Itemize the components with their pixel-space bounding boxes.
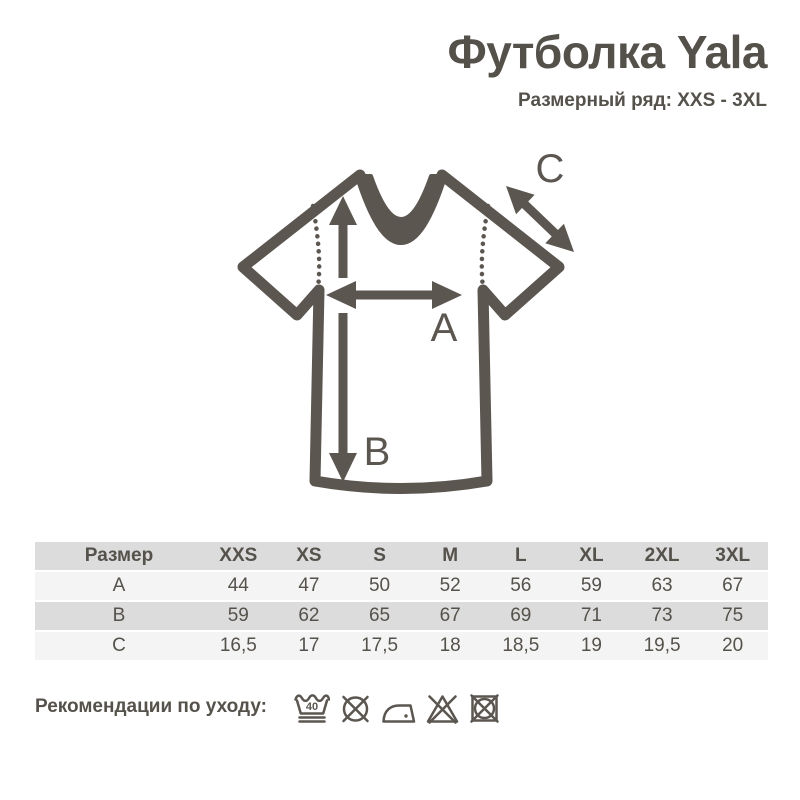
care-icons: 40 [293, 690, 500, 724]
cell-a-xl: 59 [580, 575, 602, 596]
diagram-label-c: C [536, 147, 565, 191]
cell-a-3xl: 67 [722, 575, 744, 596]
cell-c-xs: 17 [298, 635, 320, 656]
col-header-2xl: 2XL [644, 545, 680, 566]
cell-b-xxs: 59 [227, 605, 249, 626]
cell-b-s: 65 [368, 605, 391, 626]
col-header-xl: XL [579, 545, 604, 566]
cell-b-m: 67 [439, 605, 461, 626]
sleeve-arrow [506, 186, 574, 252]
cell-a-s: 50 [368, 575, 391, 596]
seam-dotted-left [310, 203, 322, 291]
size-table-header-row: Размер XXS XS S M L XL 2XL 3XL [35, 542, 768, 570]
size-table: Размер XXS XS S M L XL 2XL 3XL A 44 47 5… [35, 542, 768, 662]
size-range-subtitle: Размерный ряд: XXS - 3XL [518, 90, 767, 112]
tshirt-measurement-diagram: A B C [237, 147, 574, 494]
header: Футболка Yala Размерный ряд: XXS - 3XL [448, 28, 768, 112]
col-header-m: M [442, 545, 459, 566]
col-header-3xl: 3XL [715, 545, 751, 566]
cell-b-l: 69 [510, 605, 532, 626]
row-label: B [112, 605, 126, 626]
care-instructions: Рекомендации по уходу: 40 [35, 690, 500, 724]
cell-a-m: 52 [439, 575, 461, 596]
wash-40-very-gentle-icon: 40 [294, 694, 330, 723]
cell-c-s: 17,5 [361, 635, 399, 656]
row-label: C [112, 635, 126, 656]
diagram-label-b: B [364, 430, 391, 474]
cell-c-2xl: 19,5 [643, 635, 681, 656]
table-row-b: B 59 62 65 67 69 71 73 75 [35, 602, 768, 630]
row-label: A [112, 575, 126, 596]
page-title: Футболка Yala [447, 26, 768, 78]
diagram-label-a: A [431, 306, 458, 350]
cell-b-xs: 62 [298, 605, 320, 626]
col-header-l: L [515, 545, 527, 566]
cell-c-m: 18 [439, 635, 461, 656]
col-header-xs: XS [296, 545, 322, 566]
seam-dotted-right [479, 203, 491, 291]
iron-low-temp-icon [382, 704, 416, 723]
care-label: Рекомендации по уходу: [35, 696, 267, 717]
col-header-size: Размер [84, 545, 154, 566]
cell-b-2xl: 73 [651, 605, 673, 626]
cell-c-3xl: 20 [722, 635, 744, 656]
cell-b-xl: 71 [580, 605, 602, 626]
cell-a-xxs: 44 [227, 575, 249, 596]
wash-temp-value: 40 [306, 701, 318, 713]
cell-c-xxs: 16,5 [219, 635, 257, 656]
cell-c-xl: 19 [580, 635, 602, 656]
cell-c-l: 18,5 [502, 635, 540, 656]
do-not-dry-clean-icon [342, 695, 369, 723]
cell-a-xs: 47 [298, 575, 320, 596]
do-not-bleach-icon [426, 695, 459, 724]
cell-a-l: 56 [510, 575, 532, 596]
cell-a-2xl: 63 [651, 575, 673, 596]
collar [360, 174, 442, 245]
col-header-s: S [373, 545, 386, 566]
table-row-c: C 16,5 17 17,5 18 18,5 19 19,5 20 [35, 632, 768, 660]
col-header-xxs: XXS [219, 545, 258, 566]
width-arrow [326, 281, 462, 309]
do-not-tumble-dry-icon [470, 694, 499, 723]
table-row-a: A 44 47 50 52 56 59 63 67 [35, 572, 768, 600]
cell-b-3xl: 75 [722, 605, 744, 626]
length-arrow [329, 196, 357, 482]
